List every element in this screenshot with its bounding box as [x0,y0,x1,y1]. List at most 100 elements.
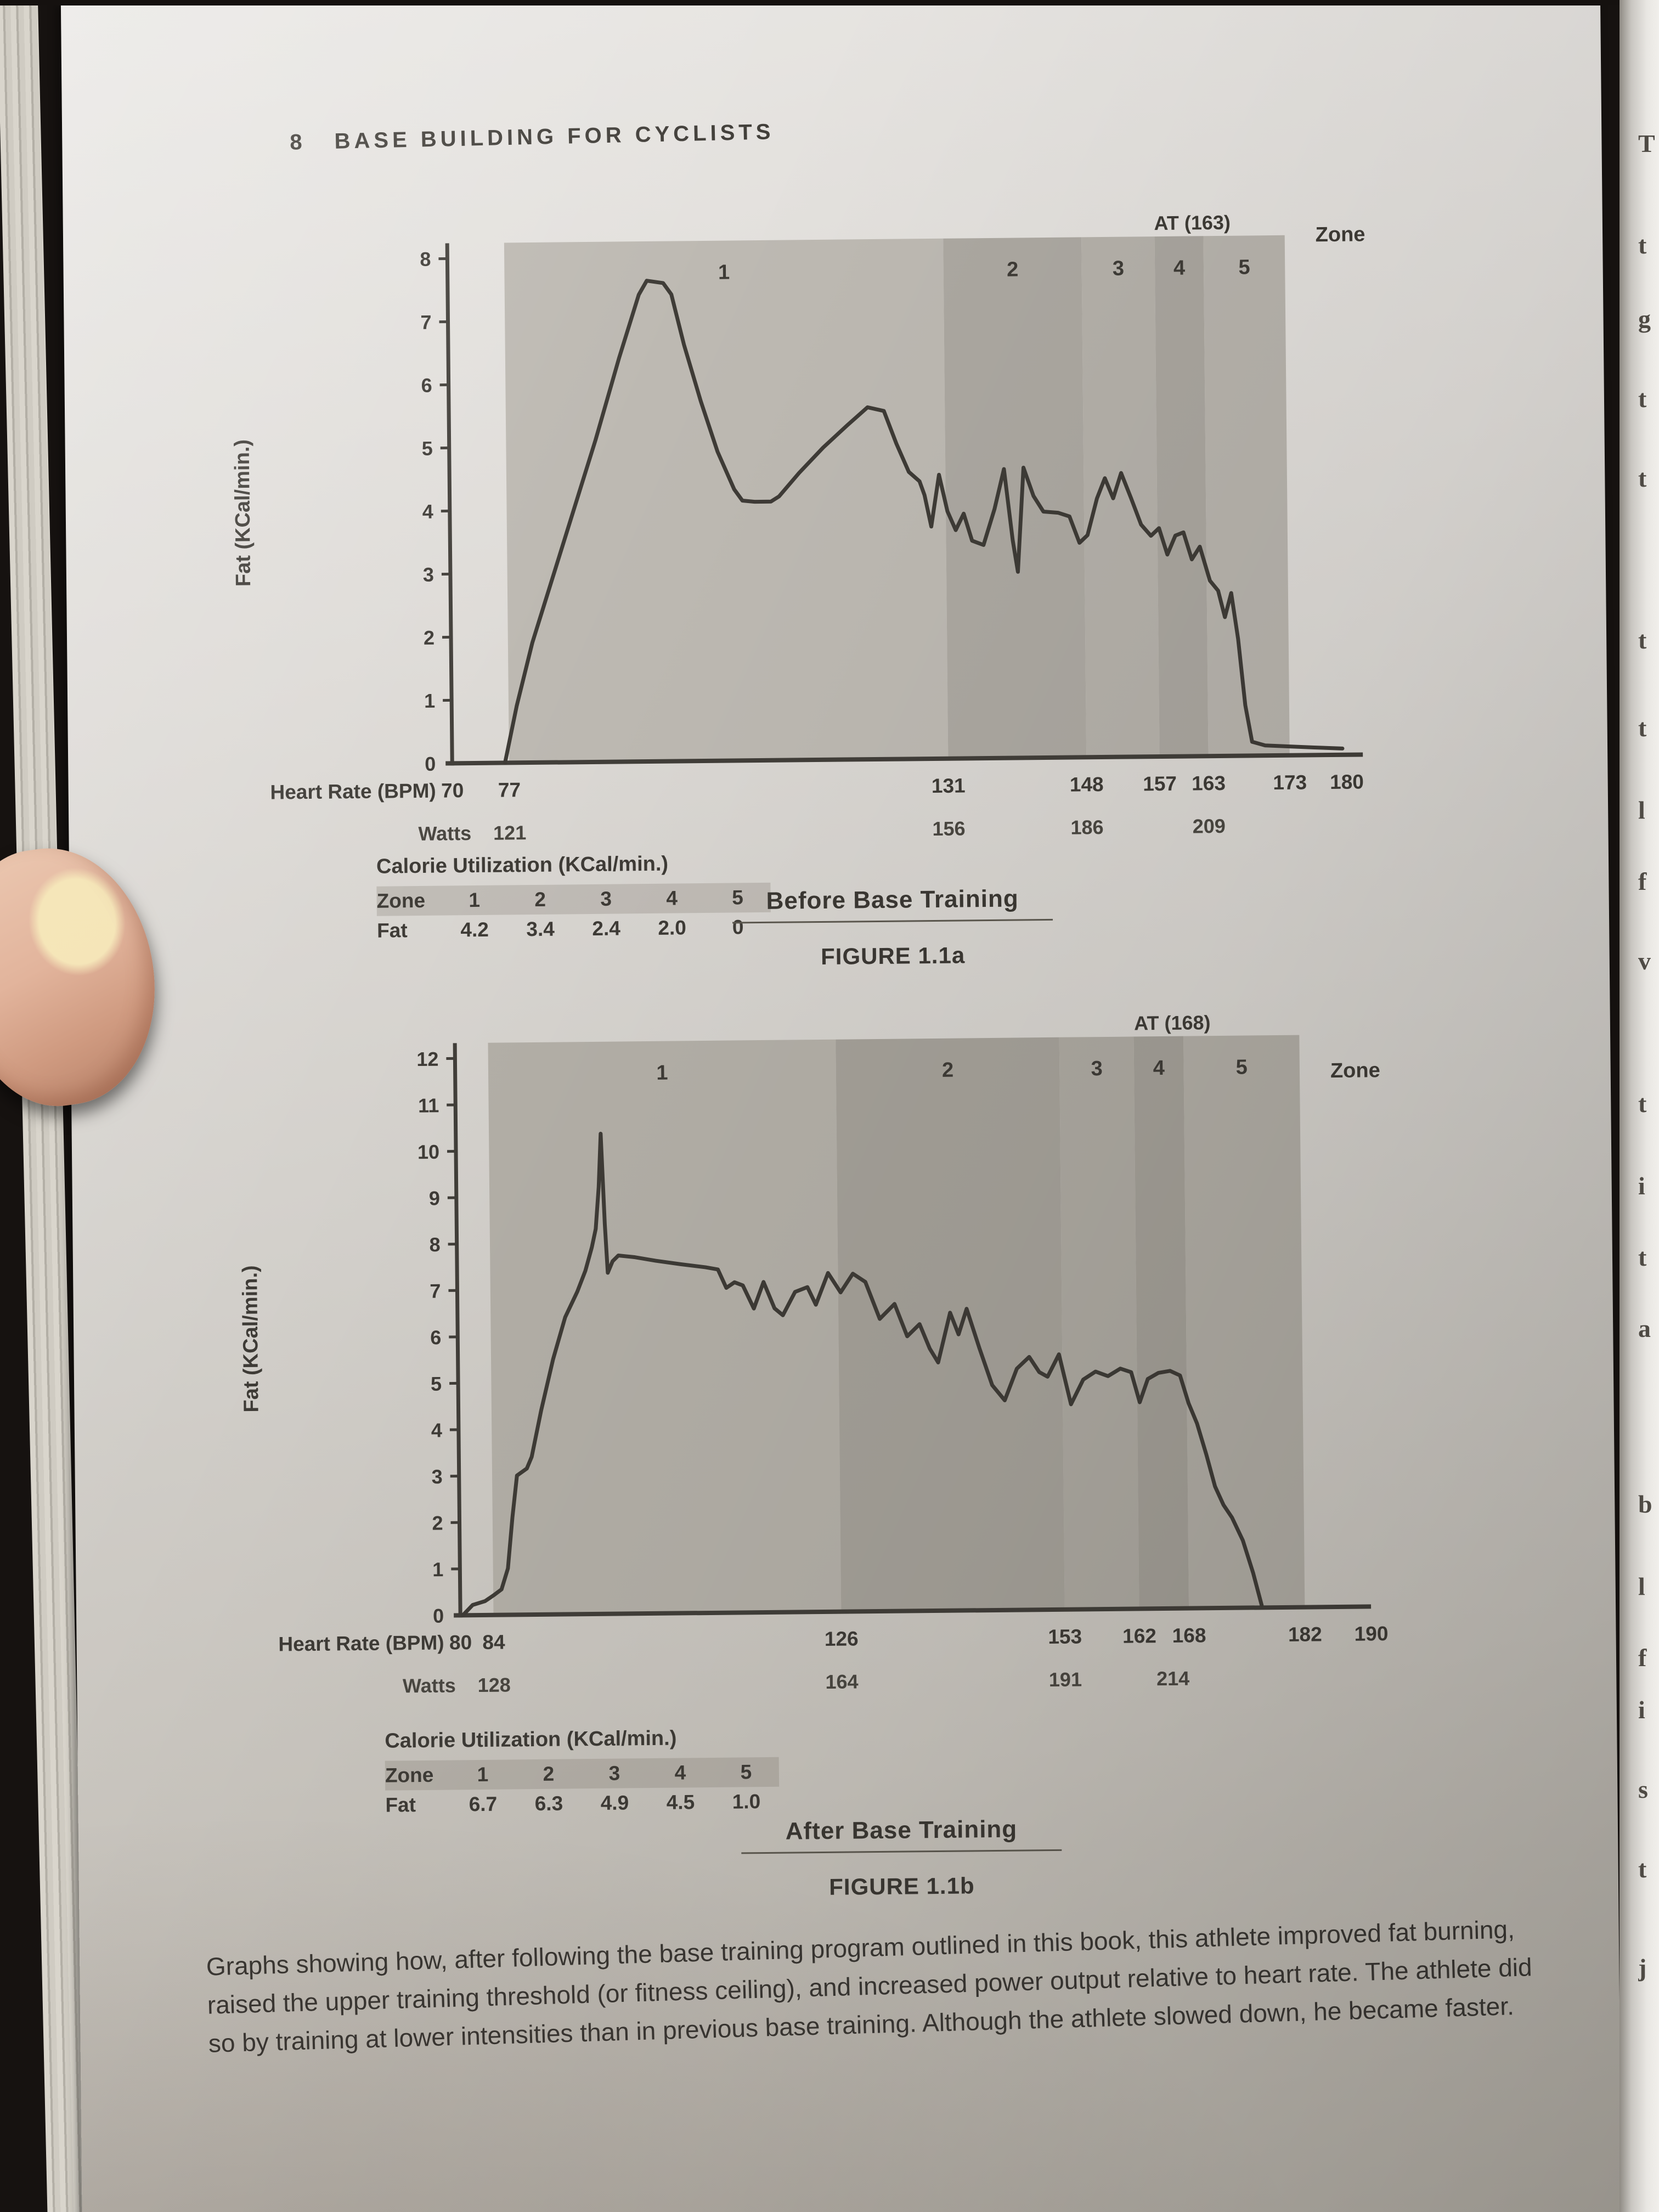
y-tick-label: 8 [429,1233,440,1256]
zone-number-4: 4 [1153,1057,1165,1080]
zone-number-5: 5 [1238,256,1250,279]
zone-number-1: 1 [656,1062,668,1085]
zone-cell: 1 [477,1763,489,1786]
edge-text-fragment: b [1638,1490,1652,1518]
zone-cell: 3 [600,887,612,910]
figure-1-1a-chart: 1 2 3 4 5 AT (163) Zone 0 1 2 3 4 5 6 7 8 Fat (KCal/min.… [195,205,1441,865]
zone-axis-label: Zone [1315,223,1365,246]
zone-band-1 [488,1039,842,1615]
zone-cell: 1 [469,888,481,912]
edge-text-fragment: t [1638,231,1647,259]
calorie-table-title: Calorie Utilization (KCal/min.) [376,852,669,878]
hr-tick-label: 126 [825,1627,859,1650]
page-number: 8 [289,129,307,155]
watts-value: 128 [477,1673,510,1696]
book-page: 8 BASE BUILDING FOR CYCLISTS 1 2 3 4 5 AT (163… [60,0,1622,2212]
zone-band-5 [1203,235,1290,757]
calorie-table-title: Calorie Utilization (KCal/min.) [385,1726,677,1753]
y-tick-label: 12 [416,1048,438,1070]
at-threshold-label: AT (168) [1134,1011,1211,1034]
zone-number-3: 3 [1091,1057,1103,1080]
edge-text-fragment: v [1638,947,1651,975]
hr-tick-label: 173 [1273,771,1307,794]
figure-1-1a-caption: Before Base Training FIGURE 1.1a [716,885,1068,971]
watts-value: 164 [825,1670,858,1693]
y-tick-label: 7 [430,1280,441,1302]
figure-1-1a-svg: 1 2 3 4 5 AT (163) Zone 0 1 2 3 4 5 6 7 8 Fat (KCal/min.… [231,211,1365,845]
fat-burn-before-curve [503,279,1345,765]
edge-text-fragment: s [1638,1775,1648,1803]
hr-tick-label: 163 [1192,772,1226,795]
zone-cell: 5 [740,1760,752,1784]
running-head: 8 BASE BUILDING FOR CYCLISTS [290,120,775,155]
watts-row-label: Watts [418,822,471,845]
zone-number-2: 2 [942,1059,954,1082]
figure-title: Before Base Training [766,885,1019,915]
zone-number-5: 5 [1235,1056,1248,1079]
zone-number-2: 2 [1007,258,1019,281]
calorie-table-before: Calorie Utilization (KCal/min.) Zone 1 2… [376,851,771,946]
hr-tick-label: 131 [932,774,966,797]
fat-cell: 6.7 [469,1792,498,1816]
figure-caption-paragraph: Graphs showing how, after following the … [206,1915,1533,2058]
zone-cell: 3 [608,1762,620,1785]
y-tick-label: 2 [432,1511,443,1534]
fat-row-label: Fat [376,919,408,942]
fat-cell: 4.5 [666,1791,695,1814]
y-axis-title: Fat (KCal/min.) [231,439,256,587]
zone-cell: 2 [534,888,546,911]
hr-tick-label: 148 [1070,773,1104,796]
fat-cell: 1.0 [732,1790,761,1813]
zone-axis-label: Zone [1330,1059,1380,1082]
calorie-table-after: Calorie Utilization (KCal/min.) Zone 1 2… [385,1726,780,1820]
edge-text-fragment: l [1638,796,1645,824]
watts-row-label: Watts [403,1674,456,1697]
zone-cell: 2 [543,1762,555,1785]
fat-cell: 2.0 [658,916,687,939]
edge-text-fragment: g [1638,305,1651,333]
edge-text-fragment: t [1638,1090,1647,1118]
zone-number-3: 3 [1113,257,1125,280]
hr-tick-label: 162 [1122,1624,1156,1647]
figure-1-1b-chart: 1 2 3 4 5 AT (168) Zone 0 1 2 3 4 5 6 7 8 9 10 11 12 Fat (KC… [202,1005,1449,1722]
fat-cell: 3.4 [526,917,555,941]
x-axis [454,1604,1372,1618]
hr-tick-label: 180 [1330,770,1364,793]
edge-text-fragment: j [1638,1954,1647,1982]
zone-number-4: 4 [1173,257,1186,280]
watts-value: 191 [1049,1668,1082,1691]
y-tick-label: 3 [423,563,434,586]
edge-text-fragment: f [1638,867,1647,895]
y-tick-label: 8 [420,248,431,270]
edge-text-fragment: a [1638,1314,1651,1342]
y-tick-label: 7 [420,311,431,334]
y-axis-title: Fat (KCal/min.) [239,1265,263,1413]
running-head-title: BASE BUILDING FOR CYCLISTS [334,120,775,154]
figure-number-label: FIGURE 1.1b [829,1872,975,1900]
zone-band-4 [1133,1036,1189,1609]
edge-text-fragment: l [1638,1572,1645,1600]
figure-number-label: FIGURE 1.1a [820,942,966,969]
y-tick-label: 4 [422,500,433,523]
fat-burn-after-curve [461,1131,1264,1617]
zone-band-1 [504,238,949,763]
zone-row: Zone 1 2 3 4 5 [385,1757,780,1791]
hr-tick-label: 157 [1143,772,1177,795]
zone-row-label: Zone [376,889,426,912]
hr-tick-label: 168 [1172,1624,1206,1647]
fat-cell: 4.2 [460,918,489,941]
watts-value: 156 [932,817,965,840]
zone-band-5 [1183,1035,1305,1609]
hr-tick-label: 182 [1288,1623,1322,1646]
zone-band-3 [1059,1036,1139,1610]
edge-text-fragment: T [1638,129,1655,157]
watts-value: 209 [1193,815,1226,838]
figure-title: After Base Training [785,1815,1018,1845]
fat-row: Fat 4.2 3.4 2.4 2.0 0 [377,912,771,946]
fat-cell: 4.9 [600,1791,629,1814]
edge-text-fragment: t [1638,464,1647,492]
y-tick-label: 0 [433,1605,444,1627]
watts-value: 214 [1156,1667,1189,1690]
